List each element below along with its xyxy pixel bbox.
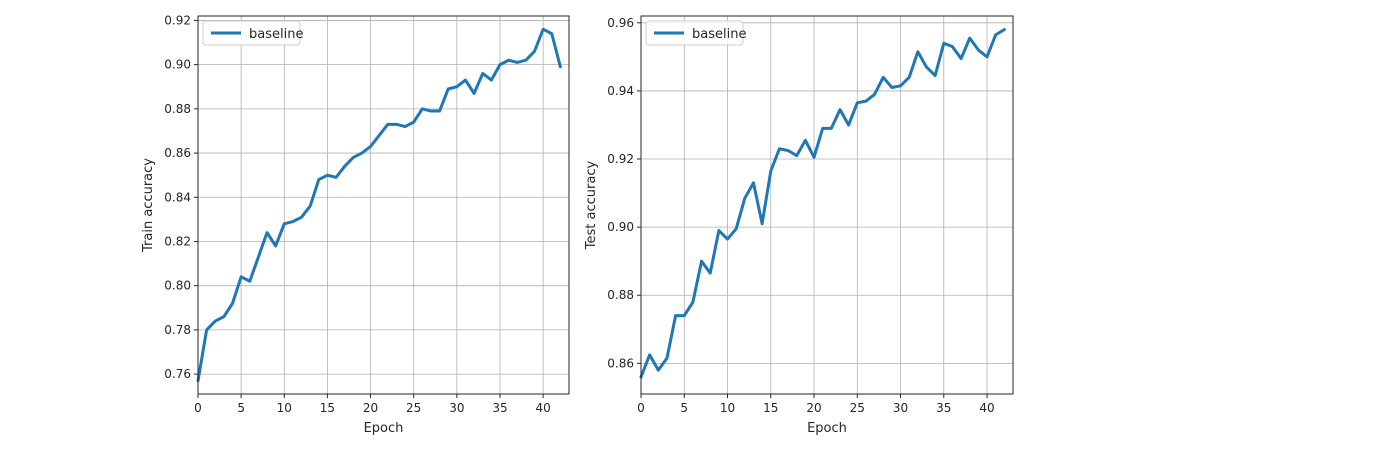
- train-y-tick-label: 0.82: [164, 234, 191, 248]
- train-plot-frame: [197, 15, 570, 395]
- train-x-tick-label: 0: [194, 401, 202, 415]
- train-y-tick-label: 0.76: [164, 367, 191, 381]
- train-x-tick-label: 30: [449, 401, 464, 415]
- train-x-tick-label: 10: [277, 401, 292, 415]
- train-y-axis-label: Train accuracy: [141, 158, 156, 253]
- train-y-tick-label: 0.80: [164, 279, 191, 293]
- test-x-axis-label: Epoch: [807, 421, 847, 436]
- train-x-tick-label: 15: [320, 401, 335, 415]
- train-x-tick-label: 5: [237, 401, 245, 415]
- train-y-tick-label: 0.86: [164, 146, 191, 160]
- train-y-tick-label: 0.84: [164, 190, 191, 204]
- test-y-tick-label: 0.94: [607, 84, 634, 98]
- test-series-baseline-line: [639, 28, 1006, 379]
- test-x-tick-label: 30: [893, 401, 908, 415]
- train-y-tick-label: 0.90: [164, 58, 191, 72]
- train-legend-box: [202, 20, 301, 46]
- test-x-tick-label: 40: [979, 401, 994, 415]
- test-x-tick-label: 0: [637, 401, 645, 415]
- train-x-axis-label: Epoch: [364, 421, 404, 436]
- train-legend: baseline: [202, 20, 303, 46]
- test-legend-label: baseline: [692, 27, 746, 42]
- test-y-tick-label: 0.92: [607, 152, 634, 166]
- train-x-tick-label: 20: [363, 401, 378, 415]
- train-y-tick-label: 0.88: [164, 102, 191, 116]
- test-grid: [640, 16, 1013, 394]
- test-x-tick-label: 20: [806, 401, 821, 415]
- test-legend: baseline: [645, 20, 746, 46]
- test-x-tick-label: 35: [936, 401, 951, 415]
- test-y-tick-label: 0.88: [607, 288, 634, 302]
- train-grid: [197, 16, 569, 394]
- test-x-tick-label: 15: [763, 401, 778, 415]
- test-plot-frame: [640, 15, 1014, 395]
- train-x-tick-label: 35: [492, 401, 507, 415]
- train-y-tick-label: 0.78: [164, 323, 191, 337]
- test-y-tick-label: 0.96: [607, 16, 634, 30]
- test-legend-box: [645, 20, 744, 46]
- test-x-tick-label: 5: [680, 401, 688, 415]
- train-x-tick-label: 40: [535, 401, 550, 415]
- test-y-tick-label: 0.90: [607, 220, 634, 234]
- test-x-tick-label: 25: [850, 401, 865, 415]
- test-y-tick-label: 0.86: [607, 356, 634, 370]
- test-y-axis-label: Test accuracy: [584, 161, 599, 251]
- train-series-baseline-line: [196, 27, 562, 383]
- train-x-tick-label: 25: [406, 401, 421, 415]
- train-legend-label: baseline: [249, 27, 303, 42]
- train-y-tick-label: 0.92: [164, 13, 191, 27]
- test-x-tick-label: 10: [720, 401, 735, 415]
